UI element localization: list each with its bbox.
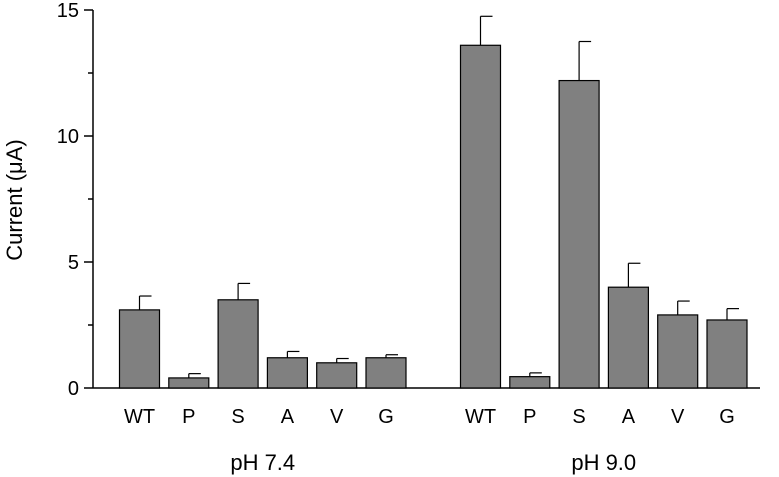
x-category-label: WT xyxy=(124,406,155,428)
error-bars xyxy=(138,15,739,378)
x-category-label: V xyxy=(330,406,344,428)
bar-ph7.4-g xyxy=(365,357,407,389)
y-tick-label: 15 xyxy=(57,0,79,22)
bar-ph9.0-s xyxy=(558,79,600,389)
bar-ph7.4-a xyxy=(266,357,308,389)
x-group-label: pH 7.4 xyxy=(230,450,295,475)
y-tick-label: 0 xyxy=(68,378,79,400)
x-category-label: S xyxy=(231,406,244,428)
bar-ph7.4-p xyxy=(168,377,210,389)
x-category-label: G xyxy=(378,406,394,428)
bar-ph9.0-v xyxy=(657,314,699,389)
y-axis-title: Current (μA) xyxy=(2,139,27,260)
x-category-label: V xyxy=(671,406,685,428)
labels: 0 5 10 15 WT P S A V GpH 7.4 WT P S A V GpH 9.0 xyxy=(57,0,735,475)
x-category-label: P xyxy=(182,406,195,428)
bar-ph9.0-p xyxy=(509,376,551,389)
bar-ph9.0-wt xyxy=(459,44,502,389)
y-tick-label: 10 xyxy=(57,126,79,148)
x-category-label: WT xyxy=(465,406,496,428)
x-category-label: P xyxy=(523,406,536,428)
x-category-label: A xyxy=(622,406,636,428)
bar-ph7.4-s xyxy=(217,299,259,389)
x-category-label: S xyxy=(572,406,585,428)
x-category-label: A xyxy=(281,406,295,428)
bar-ph9.0-g xyxy=(706,319,748,389)
x-group-label: pH 9.0 xyxy=(571,450,636,475)
bar-ph7.4-v xyxy=(316,362,358,389)
y-tick-label: 5 xyxy=(68,252,79,274)
bar-ph7.4-wt xyxy=(118,309,161,389)
x-category-label: G xyxy=(719,406,735,428)
bar-ph9.0-a xyxy=(607,286,650,389)
bars xyxy=(118,44,748,389)
